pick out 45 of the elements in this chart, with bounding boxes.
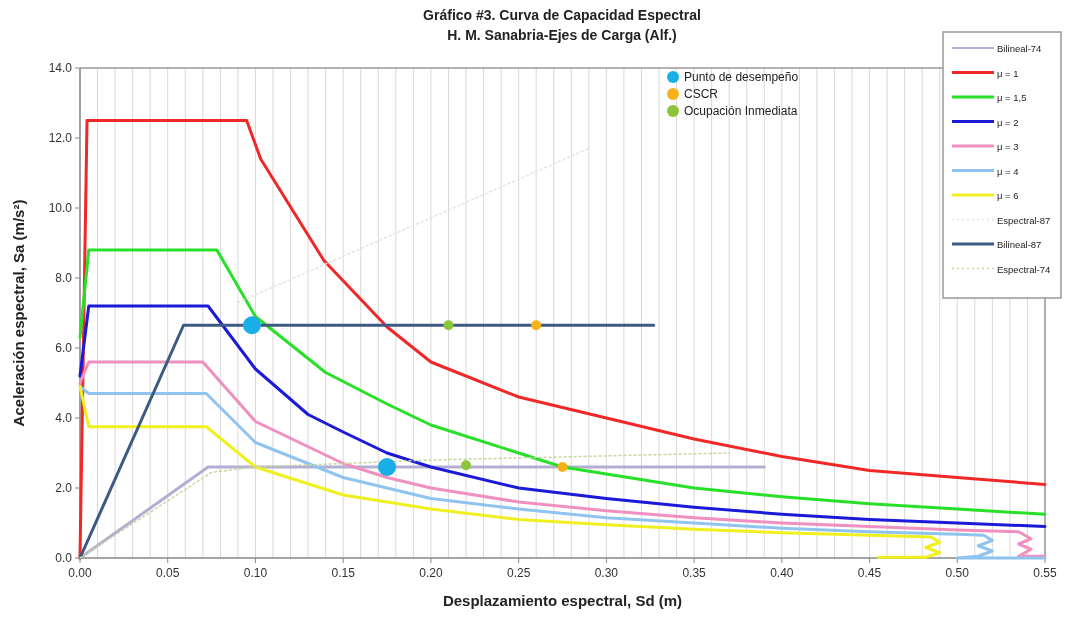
legend-label: Espectral-74 — [997, 263, 1051, 275]
legend-label: μ = 6 — [997, 190, 1019, 201]
y-tick-label: 14.0 — [48, 61, 73, 75]
x-axis-title: Desplazamiento espectral, Sd (m) — [442, 592, 683, 609]
x-tick-label: 0.30 — [594, 566, 619, 580]
legend-label: Bilineal-74 — [997, 43, 1042, 54]
x-tick-label: 0.05 — [156, 566, 180, 580]
line-series — [79, 452, 730, 559]
point — [378, 458, 397, 476]
legend-label: Punto de desempeño — [684, 70, 799, 84]
legend-label: μ = 1 — [997, 67, 1019, 79]
x-tick-label: 0.40 — [770, 566, 794, 580]
x-tick-label: 0.25 — [506, 566, 531, 580]
y-tick-label: 6.0 — [55, 341, 73, 355]
y-tick-label: 12.0 — [48, 131, 73, 145]
x-tick-label: 0.15 — [331, 566, 356, 580]
point — [531, 320, 542, 331]
point — [443, 320, 454, 331]
legend-label: Bilineal-87 — [997, 239, 1042, 250]
y-tick-label: 2.0 — [55, 481, 73, 495]
legend-label: Ocupación Inmediata — [684, 104, 798, 118]
x-tick-label: 0.20 — [419, 566, 443, 580]
legend-label: CSCR — [684, 87, 719, 101]
y-axis-title: Aceleración espectral, Sa (m/s²) — [10, 199, 27, 427]
line-series — [78, 304, 1047, 528]
chart-subtitle: H. M. Sanabria-Ejes de Carga (Alf.) — [447, 27, 677, 43]
legend-label: μ = 4 — [997, 165, 1019, 177]
legend-label: Espectral-87 — [997, 214, 1051, 226]
y-tick-label: 0.0 — [55, 551, 73, 565]
x-tick-label: 0.55 — [1033, 566, 1057, 580]
y-tick-label: 4.0 — [55, 411, 73, 425]
point — [461, 460, 471, 471]
x-tick-label: 0.45 — [857, 566, 882, 580]
y-tick-label: 10.0 — [48, 201, 73, 215]
x-tick-label: 0.35 — [682, 566, 707, 580]
point — [557, 462, 568, 472]
point — [242, 316, 261, 335]
x-tick-label: 0.10 — [243, 566, 268, 580]
legend-label: μ = 2 — [997, 116, 1019, 128]
y-tick-label: 8.0 — [55, 271, 73, 285]
legend-label: μ = 1,5 — [997, 92, 1027, 103]
legend-label: μ = 3 — [997, 141, 1019, 152]
chart-title: Gráfico #3. Curva de Capacidad Espectral — [423, 7, 701, 23]
x-tick-label: 0.50 — [945, 566, 970, 580]
x-tick-label: 0.00 — [68, 566, 92, 580]
